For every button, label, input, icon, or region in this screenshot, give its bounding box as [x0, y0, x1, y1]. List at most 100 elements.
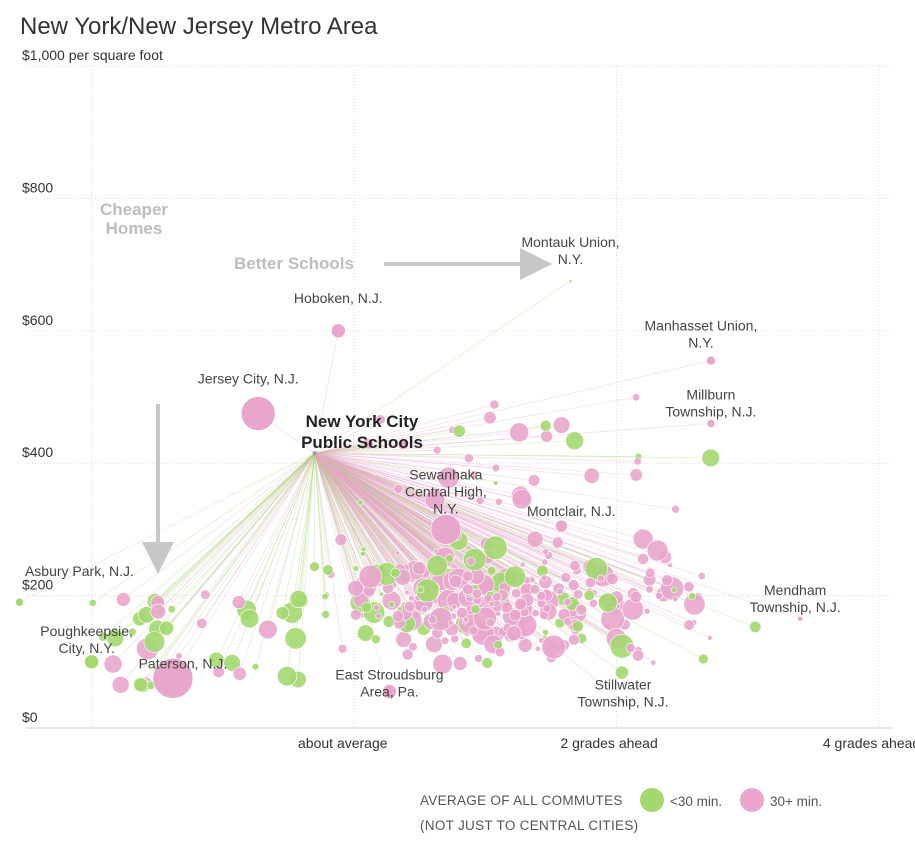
- connector-line: [154, 453, 315, 602]
- labeled-district-point: [797, 615, 803, 622]
- connector-line: [146, 453, 315, 615]
- connector-line: [314, 452, 651, 574]
- district-point: [493, 640, 503, 650]
- district-point: [568, 633, 580, 646]
- district-point: [463, 453, 474, 464]
- connector-line: [314, 453, 455, 601]
- district-point: [519, 561, 526, 568]
- district-point: [103, 654, 123, 674]
- connector-line: [314, 453, 425, 573]
- connector-line: [112, 453, 315, 665]
- district-point: [485, 617, 496, 628]
- district-point: [111, 676, 130, 694]
- connector-line: [314, 453, 394, 585]
- connector-line: [314, 452, 603, 576]
- district-point: [491, 463, 501, 473]
- connector-line: [314, 452, 711, 459]
- connector-line: [314, 453, 484, 587]
- connector-line: [314, 452, 436, 500]
- connector-line: [314, 452, 698, 598]
- district-point: [646, 539, 669, 562]
- connector-line: [314, 453, 406, 579]
- connector-line: [314, 452, 526, 501]
- connector-line: [314, 452, 801, 620]
- district-point: [655, 591, 663, 600]
- connector-line: [314, 452, 675, 591]
- connector-line: [314, 453, 361, 503]
- district-point: [571, 620, 584, 633]
- connector-line: [314, 453, 332, 575]
- district-point: [428, 615, 438, 625]
- connector-line: [201, 453, 315, 624]
- district-point: [632, 393, 641, 402]
- district-point: [632, 649, 644, 662]
- district-point: [584, 557, 608, 581]
- legend-label-30plus: 30+ min.: [770, 794, 822, 809]
- district-point: [671, 504, 680, 514]
- connector-line: [314, 453, 486, 619]
- district-point: [650, 659, 657, 666]
- connector-line: [314, 452, 522, 500]
- labeled-district-point: [430, 514, 462, 545]
- y-tick-label: $200: [22, 577, 53, 593]
- district-label: East Stroudsburg: [335, 667, 443, 683]
- district-point: [527, 474, 541, 487]
- district-point: [534, 645, 541, 652]
- district-label: Township, N.J.: [750, 599, 841, 615]
- district-point: [470, 604, 481, 614]
- connector-line: [314, 453, 546, 583]
- district-point: [322, 564, 334, 576]
- district-point: [563, 597, 572, 607]
- connector-line: [140, 453, 315, 685]
- connector-line: [314, 453, 364, 550]
- connector-line: [314, 453, 326, 615]
- connector-line: [314, 432, 520, 454]
- connector-line: [314, 445, 364, 454]
- district-point: [511, 488, 532, 510]
- connector-line: [314, 453, 536, 590]
- district-point: [503, 565, 526, 588]
- district-point: [196, 617, 208, 629]
- connector-line: [314, 452, 636, 598]
- connector-line: [314, 453, 356, 589]
- connector-line: [314, 453, 398, 554]
- connector-line: [314, 440, 575, 454]
- connector-line: [154, 453, 315, 643]
- chart-title: New York/New Jersey Metro Area: [20, 13, 378, 40]
- x-tick-label: about average: [298, 735, 388, 751]
- district-point: [116, 592, 131, 607]
- connector-line: [314, 453, 379, 581]
- connector-line: [314, 453, 388, 575]
- district-point: [575, 603, 587, 616]
- connector-line: [314, 452, 690, 588]
- district-point: [486, 566, 497, 576]
- district-point: [128, 627, 137, 637]
- connector-line: [314, 429, 453, 454]
- connector-line: [298, 453, 315, 600]
- district-point: [289, 590, 308, 608]
- district-point: [417, 586, 425, 594]
- connector-line: [123, 453, 315, 600]
- district-point: [462, 583, 474, 596]
- district-label: Sewanhaka: [409, 466, 482, 482]
- connector-line: [314, 452, 644, 540]
- connector-line: [238, 453, 315, 603]
- connector-line: [314, 452, 637, 476]
- connector-line: [314, 452, 639, 457]
- connector-line: [314, 453, 437, 552]
- district-point: [448, 620, 455, 627]
- district-point: [597, 592, 618, 613]
- district-label: N.Y.: [433, 500, 458, 516]
- district-point: [375, 612, 382, 620]
- district-point: [589, 598, 598, 608]
- district-point: [352, 565, 360, 572]
- district-point: [560, 572, 572, 583]
- district-point: [397, 438, 409, 450]
- connector-line: [314, 452, 673, 589]
- connector-line: [157, 453, 315, 612]
- connector-line: [314, 453, 396, 574]
- district-label: Area, Pa.: [360, 684, 418, 700]
- district-point: [426, 555, 448, 577]
- labeled-district-point: [555, 519, 568, 533]
- connector-line: [314, 453, 401, 570]
